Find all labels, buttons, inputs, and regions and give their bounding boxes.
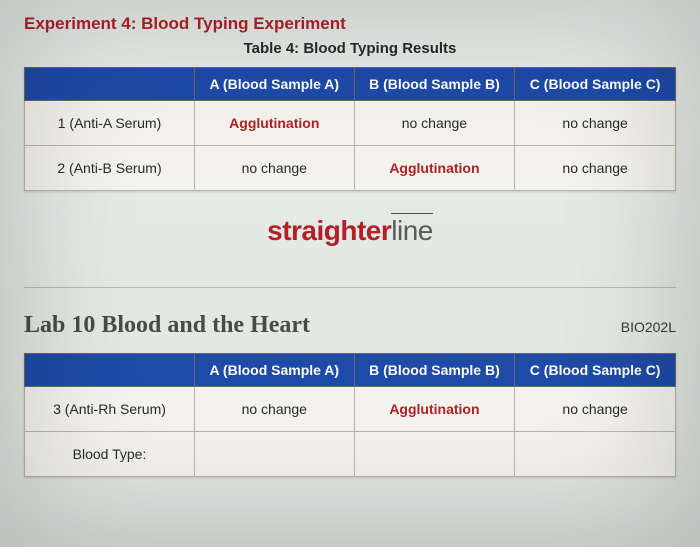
cell: no change [195,387,355,432]
row-label: 2 (Anti-B Serum) [25,146,195,191]
table-lower-header-row: A (Blood Sample A) B (Blood Sample B) C … [25,354,676,387]
table-row: 3 (Anti-Rh Serum) no change Agglutinatio… [25,387,676,432]
table4-title: Table 4: Blood Typing Results [24,40,676,57]
experiment-title: Experiment 4: Blood Typing Experiment [24,14,676,34]
table4-col-b: B (Blood Sample B) [354,68,515,101]
table-lower-col-a: A (Blood Sample A) [195,354,355,387]
course-code: BIO202L [621,319,676,335]
table-lower-header-empty [25,354,195,387]
lab-header-row: Lab 10 Blood and the Heart BIO202L [24,312,676,339]
brand-logo: straighterline [24,215,676,247]
table4-header-empty [25,68,195,101]
table4: A (Blood Sample A) B (Blood Sample B) C … [24,67,676,191]
table4-col-c: C (Blood Sample C) [515,68,676,101]
section-divider [24,287,676,288]
cell: no change [515,101,676,146]
table4-col-a: A (Blood Sample A) [195,68,355,101]
table-lower: A (Blood Sample A) B (Blood Sample B) C … [24,353,676,477]
cell: no change [195,146,355,191]
cell: no change [515,387,676,432]
table-row: Blood Type: [25,432,676,477]
table-row: 1 (Anti-A Serum) Agglutination no change… [25,101,676,146]
table-lower-col-c: C (Blood Sample C) [515,354,676,387]
cell [354,432,515,477]
brand-part2: line [391,215,433,246]
table-lower-col-b: B (Blood Sample B) [354,354,515,387]
cell: Agglutination [354,387,515,432]
page-content: Experiment 4: Blood Typing Experiment Ta… [0,0,700,477]
lab-title: Lab 10 Blood and the Heart [24,312,310,339]
cell [195,432,355,477]
cell: no change [354,101,515,146]
cell: Agglutination [195,101,355,146]
table4-header-row: A (Blood Sample A) B (Blood Sample B) C … [25,68,676,101]
cell: Agglutination [354,146,515,191]
row-label: 1 (Anti-A Serum) [25,101,195,146]
row-label: Blood Type: [25,432,195,477]
row-label: 3 (Anti-Rh Serum) [25,387,195,432]
table-row: 2 (Anti-B Serum) no change Agglutination… [25,146,676,191]
cell: no change [515,146,676,191]
cell [515,432,676,477]
brand-part1: straighter [267,215,391,246]
